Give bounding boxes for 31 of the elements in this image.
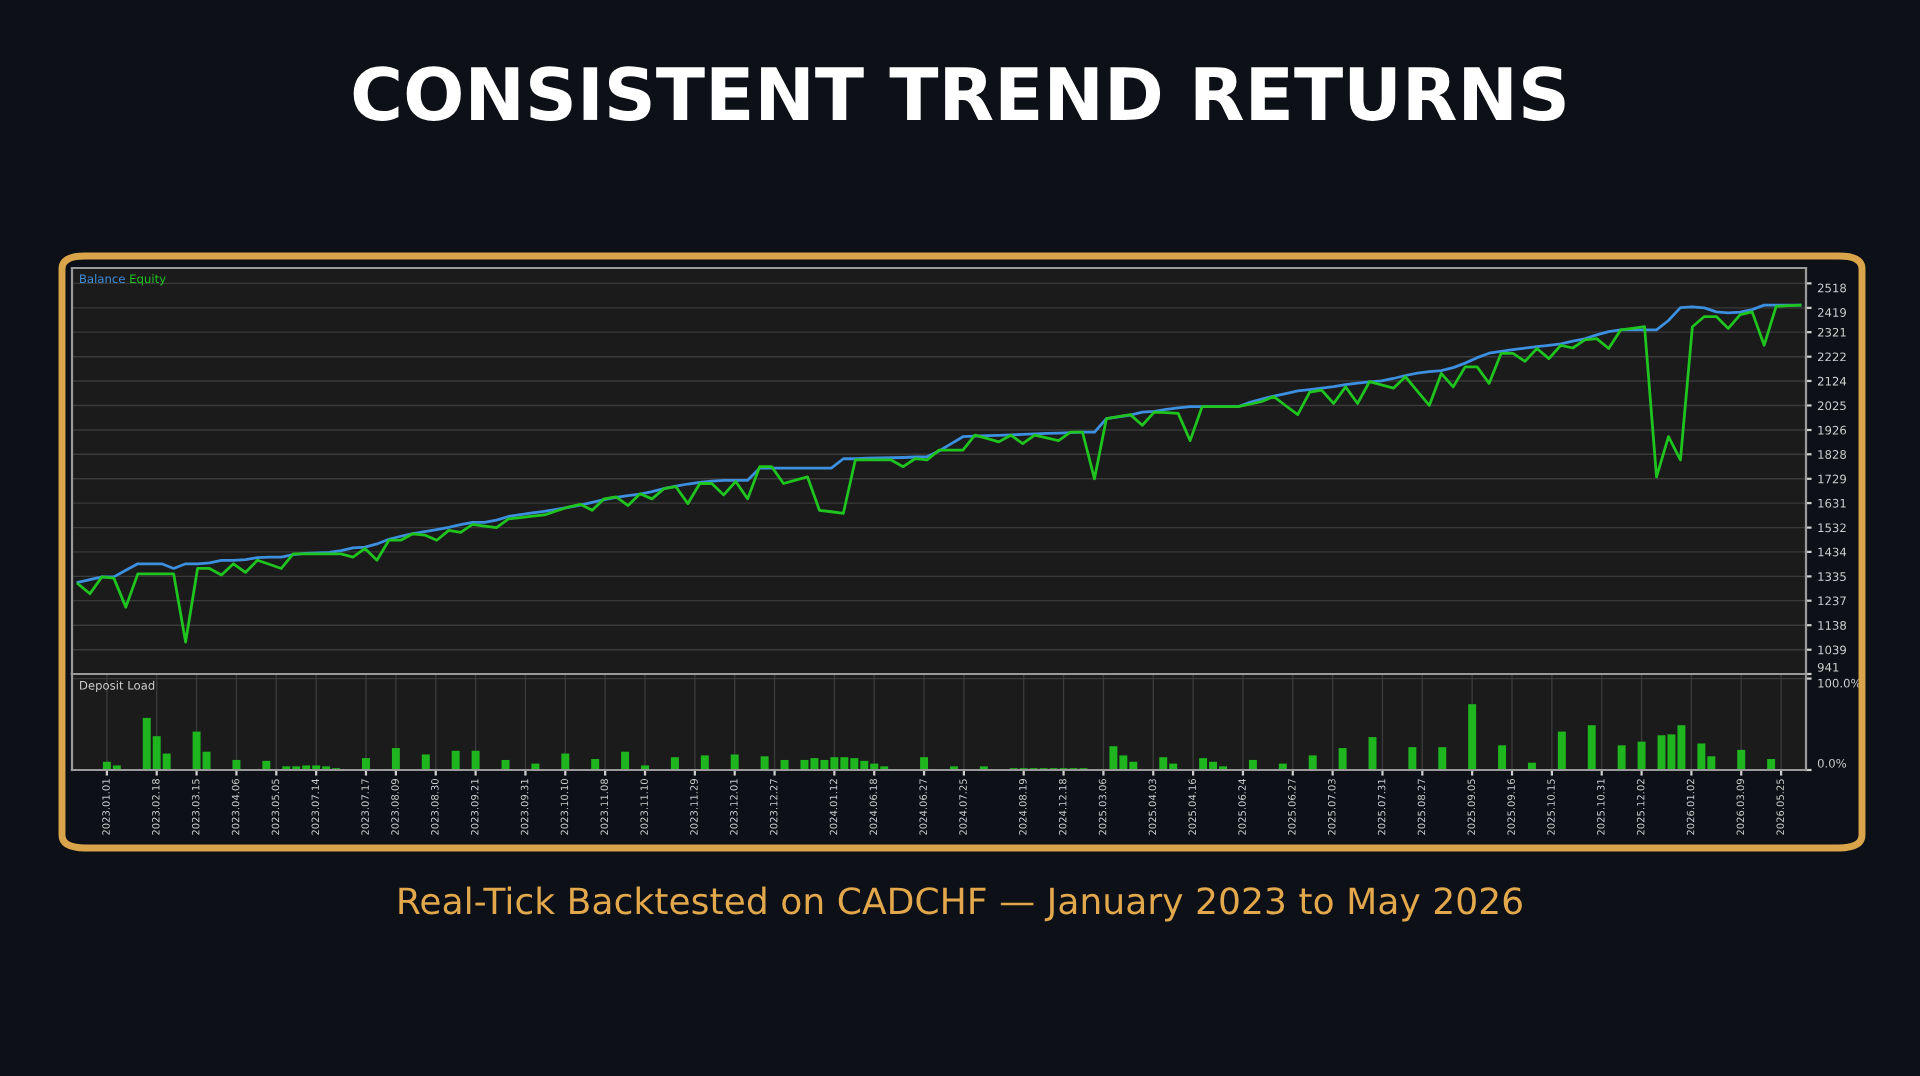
- bar: [1468, 704, 1477, 770]
- bar: [591, 759, 600, 770]
- bar: [362, 758, 370, 770]
- bar: [1438, 747, 1447, 770]
- text: Real-Tick Backtested on CADCHF — January 2023 to May 2026: [399, 886, 1522, 922]
- bar: [1248, 759, 1257, 770]
- bar: [920, 757, 929, 770]
- bar: [730, 754, 739, 770]
- bar: [451, 750, 460, 770]
- bar: [1587, 725, 1596, 770]
- bar: [670, 757, 679, 770]
- bar: [421, 754, 430, 770]
- bar: [1408, 747, 1417, 770]
- bar: [780, 759, 789, 770]
- bar: [760, 756, 769, 770]
- bar: [391, 748, 400, 770]
- bar: [1737, 749, 1746, 770]
- bar: [621, 751, 630, 770]
- bar: [1637, 741, 1646, 770]
- line-series: [76, 303, 1802, 644]
- bar: [1308, 755, 1317, 770]
- bar: [1617, 745, 1626, 770]
- bar: [700, 755, 709, 770]
- bar: [471, 750, 480, 770]
- bar: [1767, 759, 1776, 770]
- chart-title: CONSISTENT TREND RETURNS: [353, 66, 1565, 121]
- bar: [1557, 731, 1566, 770]
- bar: [561, 753, 570, 770]
- bar: [1338, 748, 1347, 770]
- bar: [232, 759, 241, 770]
- bar: [1498, 745, 1507, 770]
